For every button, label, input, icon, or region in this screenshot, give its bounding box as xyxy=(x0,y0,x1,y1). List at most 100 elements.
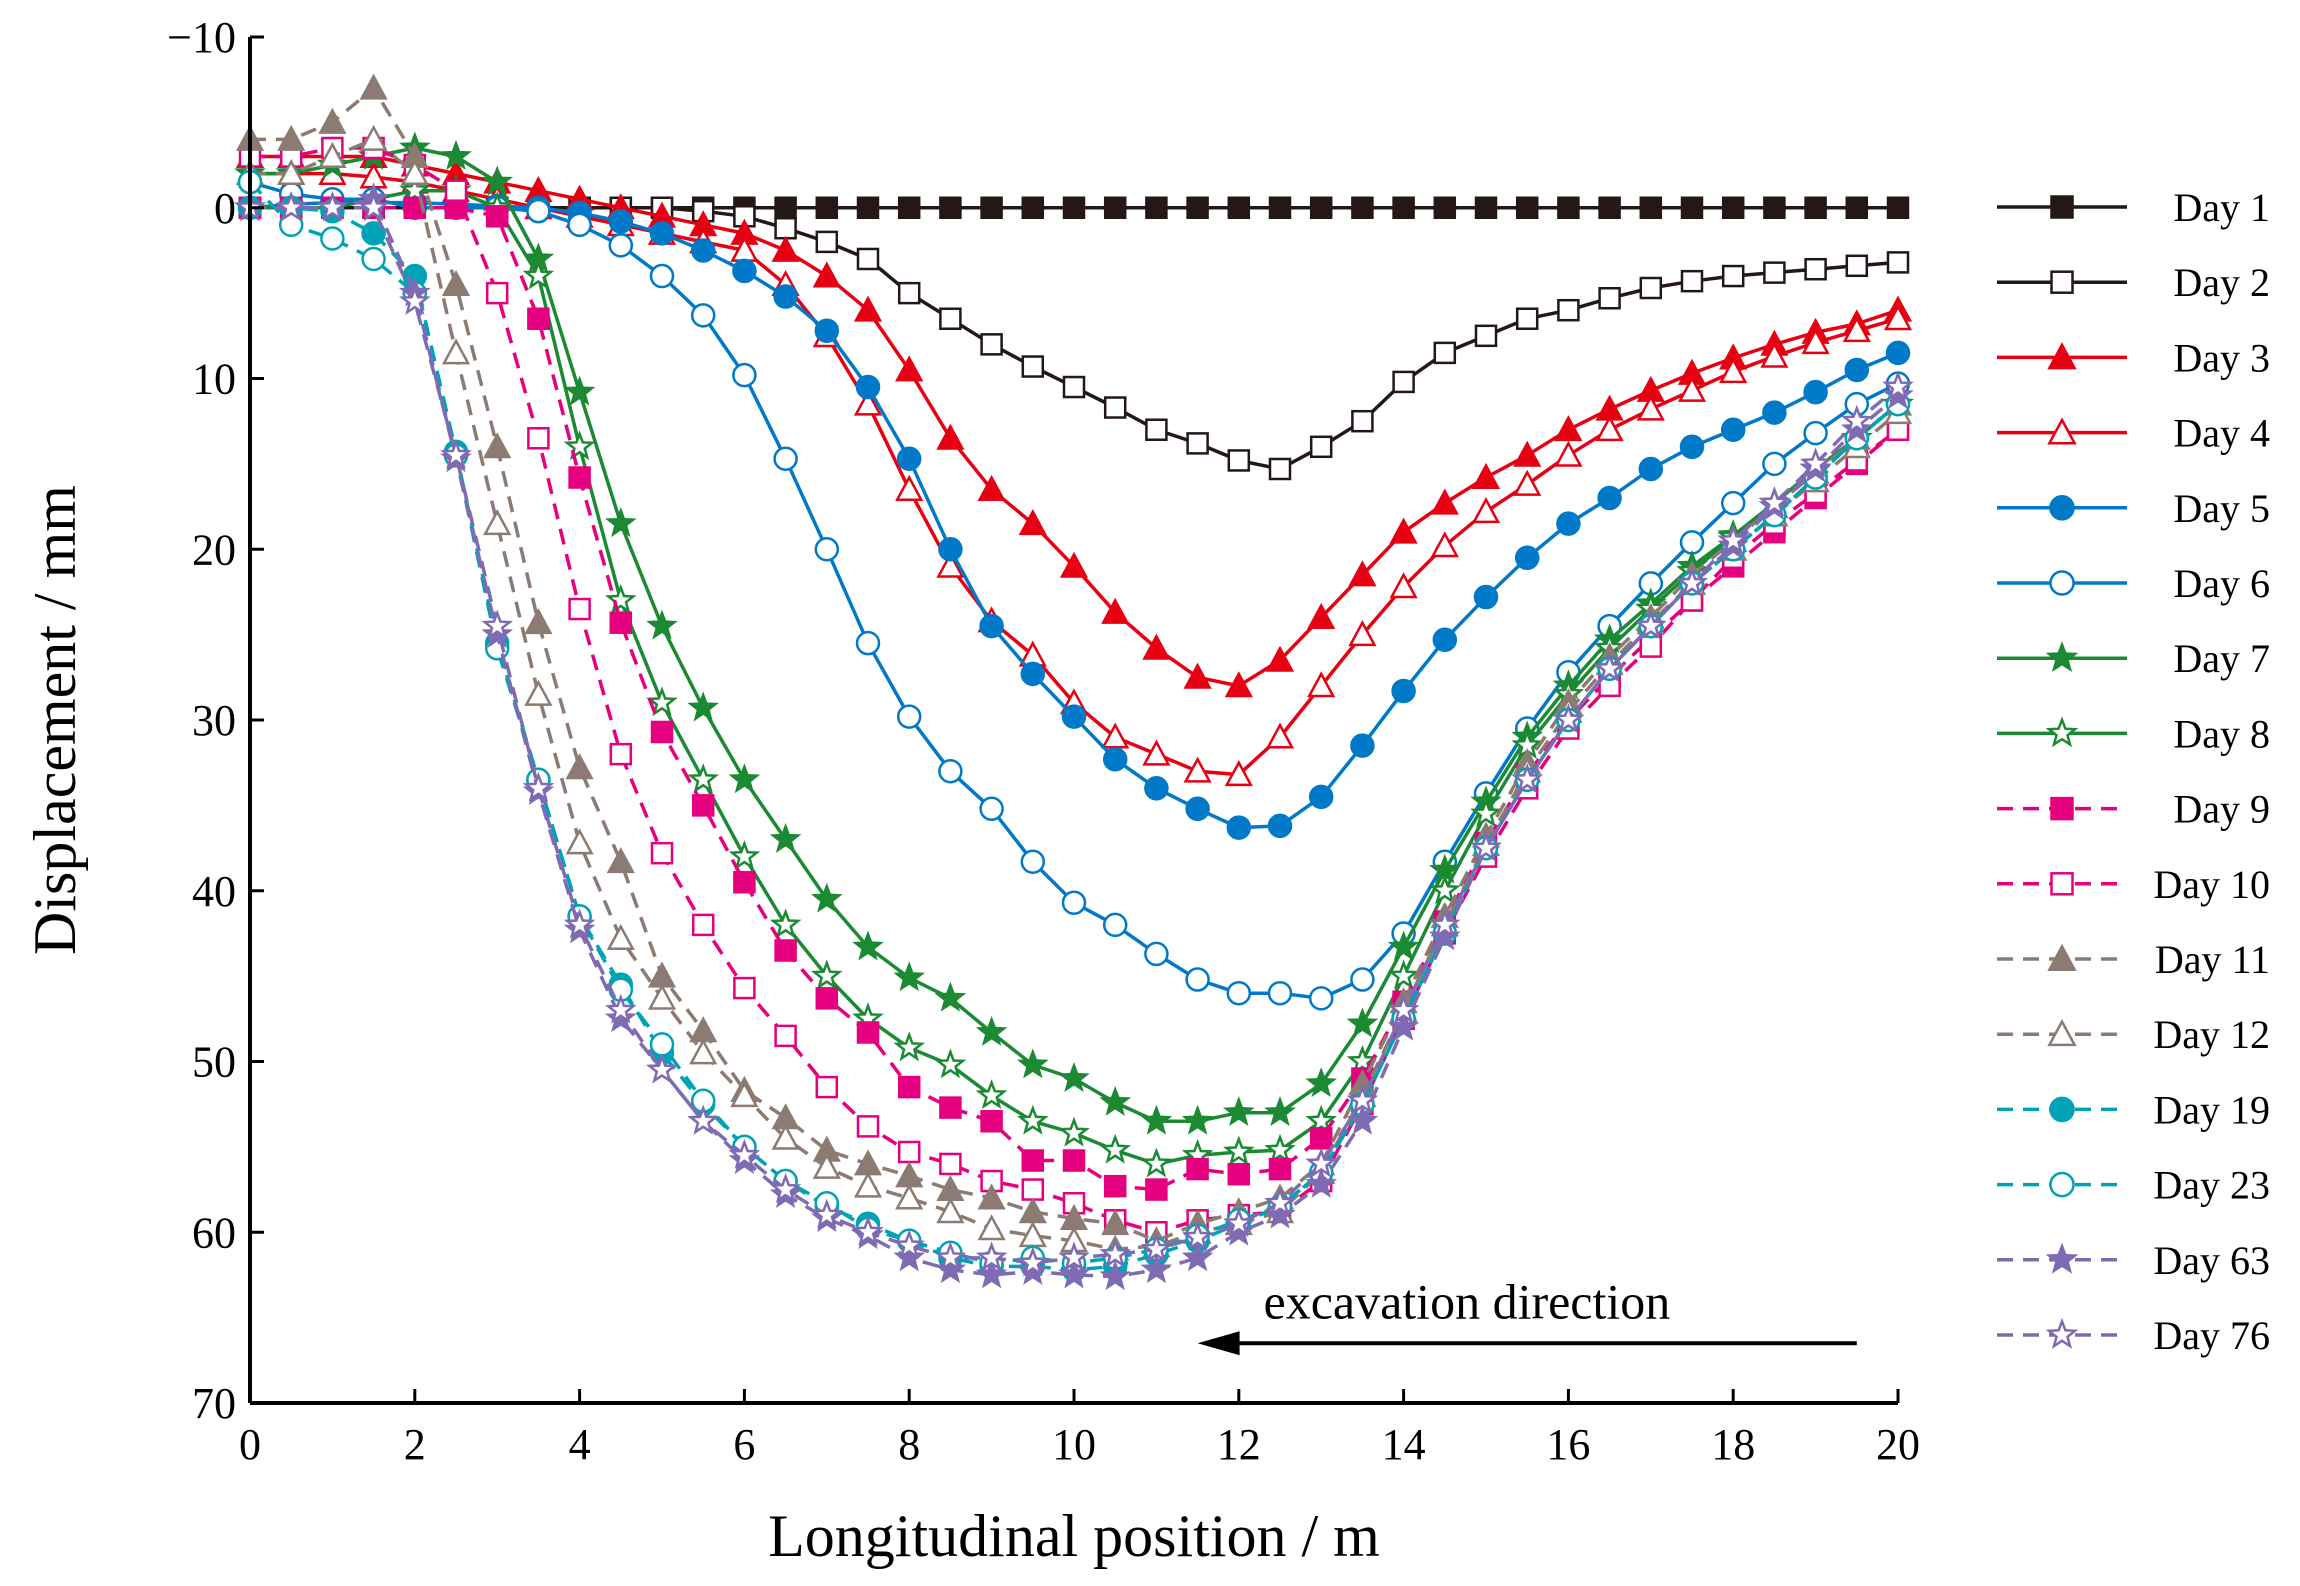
data-point xyxy=(1017,1104,1049,1135)
legend-marker xyxy=(2047,342,2077,370)
data-point xyxy=(606,847,635,874)
data-point xyxy=(856,247,880,271)
data-point xyxy=(1762,451,1787,477)
data-point xyxy=(773,284,798,309)
data-point xyxy=(1142,633,1171,660)
series-day-8 xyxy=(234,174,1914,1178)
data-point xyxy=(1680,269,1704,293)
data-point xyxy=(1140,1253,1173,1284)
data-point xyxy=(1429,920,1461,951)
data-point xyxy=(896,704,922,729)
data-point xyxy=(275,191,308,222)
data-point xyxy=(1305,1104,1337,1135)
data-point xyxy=(1598,196,1621,219)
legend-marker xyxy=(2050,270,2074,294)
data-point xyxy=(771,235,800,262)
data-point xyxy=(359,73,388,100)
data-point xyxy=(687,1104,719,1135)
data-point xyxy=(980,196,1003,219)
legend-label: Day 8 xyxy=(2173,711,2270,756)
legend-marker xyxy=(2047,943,2077,971)
data-point xyxy=(1021,1149,1045,1172)
data-point xyxy=(1264,1096,1296,1127)
data-point xyxy=(771,1123,800,1150)
data-point xyxy=(980,333,1003,356)
legend-item: Day 9 xyxy=(1997,787,2270,832)
data-point xyxy=(1346,1007,1379,1038)
data-point xyxy=(1717,524,1750,555)
legend-label: Day 6 xyxy=(2173,561,2270,606)
data-point xyxy=(1183,756,1212,783)
data-point xyxy=(524,608,553,635)
data-point xyxy=(1387,993,1420,1024)
x-tick-label: 2 xyxy=(404,1420,426,1469)
data-point xyxy=(938,758,963,784)
data-point xyxy=(728,1138,761,1169)
data-point xyxy=(1513,440,1542,467)
legend-marker xyxy=(2050,195,2074,219)
data-point xyxy=(893,1229,926,1260)
data-point xyxy=(1061,704,1087,729)
data-point xyxy=(815,196,839,219)
legend-label: Day 1 xyxy=(2173,185,2270,230)
data-point xyxy=(1470,797,1502,828)
data-point xyxy=(1018,1197,1047,1224)
data-point xyxy=(1264,1133,1296,1164)
data-point xyxy=(1882,370,1914,401)
data-point xyxy=(1763,261,1786,284)
data-point xyxy=(1186,1157,1209,1181)
data-point xyxy=(1142,739,1171,766)
data-point xyxy=(567,212,592,238)
data-point xyxy=(1886,196,1910,219)
data-point xyxy=(1554,415,1583,442)
legend-item: Day 5 xyxy=(1997,486,2270,531)
x-tick-label: 18 xyxy=(1711,1420,1755,1469)
data-point xyxy=(1346,1044,1379,1075)
data-point xyxy=(320,226,345,251)
series-line xyxy=(250,188,1900,1166)
data-point xyxy=(975,1015,1008,1046)
legend-item: Day 76 xyxy=(1997,1313,2270,1358)
data-point xyxy=(1020,849,1046,874)
data-point xyxy=(1348,619,1377,647)
data-point xyxy=(316,191,349,222)
legend-label: Day 4 xyxy=(2173,411,2270,456)
legend-label: Day 10 xyxy=(2153,862,2270,907)
data-point xyxy=(1597,485,1622,511)
data-point xyxy=(605,993,637,1024)
data-point xyxy=(647,961,677,988)
data-point xyxy=(1346,1084,1379,1115)
data-point xyxy=(1554,440,1583,467)
data-point xyxy=(1227,1162,1251,1186)
data-point xyxy=(1886,251,1910,274)
data-point xyxy=(318,141,347,168)
data-point xyxy=(1058,1062,1090,1092)
data-point xyxy=(1102,912,1128,938)
data-point xyxy=(1145,1178,1168,1201)
legend-marker xyxy=(2047,417,2077,445)
data-point xyxy=(606,923,635,951)
data-point xyxy=(814,537,840,562)
data-point xyxy=(733,870,756,894)
data-point xyxy=(604,507,637,538)
data-point xyxy=(399,174,431,205)
data-point xyxy=(1432,627,1458,652)
data-point xyxy=(1305,1147,1338,1178)
data-point xyxy=(769,822,802,853)
data-point xyxy=(1307,602,1336,629)
legend-item: Day 63 xyxy=(1997,1238,2270,1283)
data-point xyxy=(485,281,509,305)
data-point xyxy=(689,1038,718,1065)
excavation-annotation: excavation direction xyxy=(1197,1274,1857,1356)
data-point xyxy=(361,221,386,246)
data-point xyxy=(856,1115,880,1138)
series-line xyxy=(250,86,1900,1243)
data-point xyxy=(728,763,761,794)
x-tick-label: 8 xyxy=(898,1420,920,1469)
data-point xyxy=(897,196,921,219)
data-point xyxy=(359,124,388,151)
x-axis-label: Longitudinal position / m xyxy=(768,1503,1380,1569)
y-tick-label: 40 xyxy=(192,867,236,916)
data-point xyxy=(1430,531,1459,558)
data-point xyxy=(650,720,674,744)
